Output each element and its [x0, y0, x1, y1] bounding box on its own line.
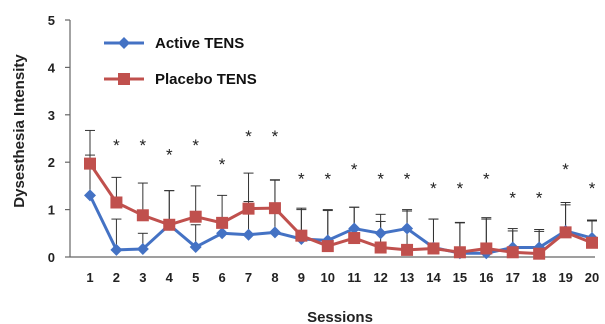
legend-label: Active TENS — [155, 35, 244, 52]
x-tick-label: 19 — [558, 270, 572, 285]
data-point-square — [295, 229, 308, 242]
x-tick-label: 4 — [166, 270, 174, 285]
significance-marks: * * * * * * * * * * * * * * * * * * * — [113, 127, 596, 208]
x-tick-label: 3 — [139, 270, 146, 285]
significance-star: * — [192, 136, 199, 155]
data-point-square — [506, 246, 519, 259]
significance-star: * — [562, 160, 569, 179]
x-tick-label: 6 — [218, 270, 225, 285]
data-point-square — [321, 240, 334, 253]
data-point-square — [480, 242, 493, 255]
data-point-square — [559, 226, 572, 239]
y-axis-title: Dysesthesia Intensity — [11, 54, 28, 208]
data-point-diamond — [136, 242, 149, 255]
y-tick-label: 4 — [48, 60, 56, 75]
data-point-square — [374, 241, 387, 254]
data-point-diamond — [401, 222, 414, 235]
significance-star: * — [140, 136, 147, 155]
x-tick-label: 14 — [426, 270, 441, 285]
y-tick-label: 1 — [48, 203, 55, 218]
significance-star: * — [509, 188, 516, 207]
y-tick-label: 0 — [48, 250, 55, 265]
legend-swatch-square — [118, 73, 130, 85]
data-point-square — [453, 246, 466, 259]
data-point-square — [586, 236, 598, 249]
x-tick-label: 15 — [453, 270, 467, 285]
legend-swatch-diamond — [118, 37, 130, 49]
significance-star: * — [272, 127, 279, 146]
legend-item: Active TENS — [104, 35, 244, 52]
x-tick-label: 11 — [347, 270, 361, 285]
y-ticks: 0 1 2 3 4 5 — [48, 13, 70, 265]
significance-star: * — [219, 155, 226, 174]
data-point-square — [348, 232, 361, 245]
series — [84, 157, 598, 260]
data-point-diamond — [189, 241, 202, 254]
data-point-square — [427, 242, 440, 255]
significance-star: * — [113, 136, 120, 155]
data-point-square — [189, 210, 202, 223]
x-tick-label: 18 — [532, 270, 546, 285]
significance-star: * — [377, 169, 384, 188]
data-point-diamond — [242, 228, 255, 241]
data-point-square — [163, 218, 176, 231]
x-tick-label: 13 — [400, 270, 414, 285]
data-point-square — [242, 202, 255, 215]
y-tick-label: 5 — [48, 13, 55, 28]
significance-star: * — [536, 188, 543, 207]
data-point-diamond — [216, 227, 229, 240]
y-tick-label: 3 — [48, 108, 55, 123]
significance-star: * — [589, 179, 596, 198]
significance-star: * — [166, 146, 173, 165]
legend-label: Placebo TENS — [155, 71, 257, 88]
data-point-square — [216, 216, 229, 229]
x-tick-label: 12 — [373, 270, 387, 285]
x-tick-label: 2 — [113, 270, 120, 285]
data-point-square — [84, 157, 96, 170]
data-point-diamond — [348, 222, 361, 235]
y-tick-label: 2 — [48, 155, 55, 170]
data-point-diamond — [110, 243, 123, 256]
series-line — [88, 162, 593, 256]
x-tick-label: 10 — [321, 270, 335, 285]
x-tick-label: 9 — [298, 270, 305, 285]
data-point-diamond — [84, 189, 96, 202]
x-tick-label: 20 — [585, 270, 599, 285]
x-tick-label: 8 — [271, 270, 278, 285]
x-tick-label: 1 — [86, 270, 93, 285]
data-point-square — [136, 209, 149, 222]
x-tick-label: 7 — [245, 270, 252, 285]
significance-star: * — [351, 160, 358, 179]
significance-star: * — [298, 169, 305, 188]
x-axis-title: Sessions — [307, 309, 373, 324]
x-tick-label: 5 — [192, 270, 199, 285]
data-point-square — [268, 202, 281, 215]
legend: Active TENS Placebo TENS — [104, 35, 257, 88]
data-point-diamond — [374, 227, 387, 240]
significance-star: * — [430, 179, 437, 198]
data-point-square — [401, 243, 414, 256]
data-point-square — [110, 196, 123, 209]
significance-star: * — [245, 127, 252, 146]
significance-star: * — [457, 179, 464, 198]
significance-star: * — [324, 169, 331, 188]
x-tick-label: 16 — [479, 270, 493, 285]
significance-star: * — [404, 169, 411, 188]
legend-item: Placebo TENS — [104, 71, 257, 88]
x-tick-label: 17 — [506, 270, 520, 285]
data-point-square — [533, 247, 546, 260]
significance-star: * — [483, 169, 490, 188]
data-point-diamond — [268, 226, 281, 239]
x-ticks: 1 2 3 4 5 6 7 8 9 10 11 12 13 14 15 16 17 18 19 20 — [86, 270, 599, 285]
